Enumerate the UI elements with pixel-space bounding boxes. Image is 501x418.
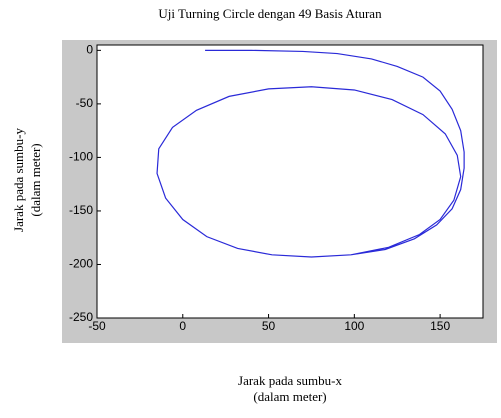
y-axis-label: Jarak pada sumbu-y [11,128,26,232]
y-tick-label: -250 [69,310,93,324]
y-tick-label: -100 [69,150,93,164]
x-tick-label: 0 [179,319,186,333]
y-tick-label: -200 [69,257,93,271]
data-line [156,49,465,258]
y-axis-label: (dalam meter) [28,143,43,216]
x-axis-label: Jarak pada sumbu-x [238,373,342,388]
x-axis-label: (dalam meter) [253,389,326,404]
plot-area [96,44,484,319]
y-tick-label: 0 [86,43,93,57]
x-tick-label: -50 [88,319,106,333]
chart-title: Uji Turning Circle dengan 49 Basis Atura… [158,6,382,21]
x-tick-label: 100 [344,319,364,333]
y-tick-label: -150 [69,203,93,217]
y-tick-label: -50 [76,96,94,110]
x-tick-label: 50 [262,319,276,333]
x-tick-label: 150 [430,319,450,333]
